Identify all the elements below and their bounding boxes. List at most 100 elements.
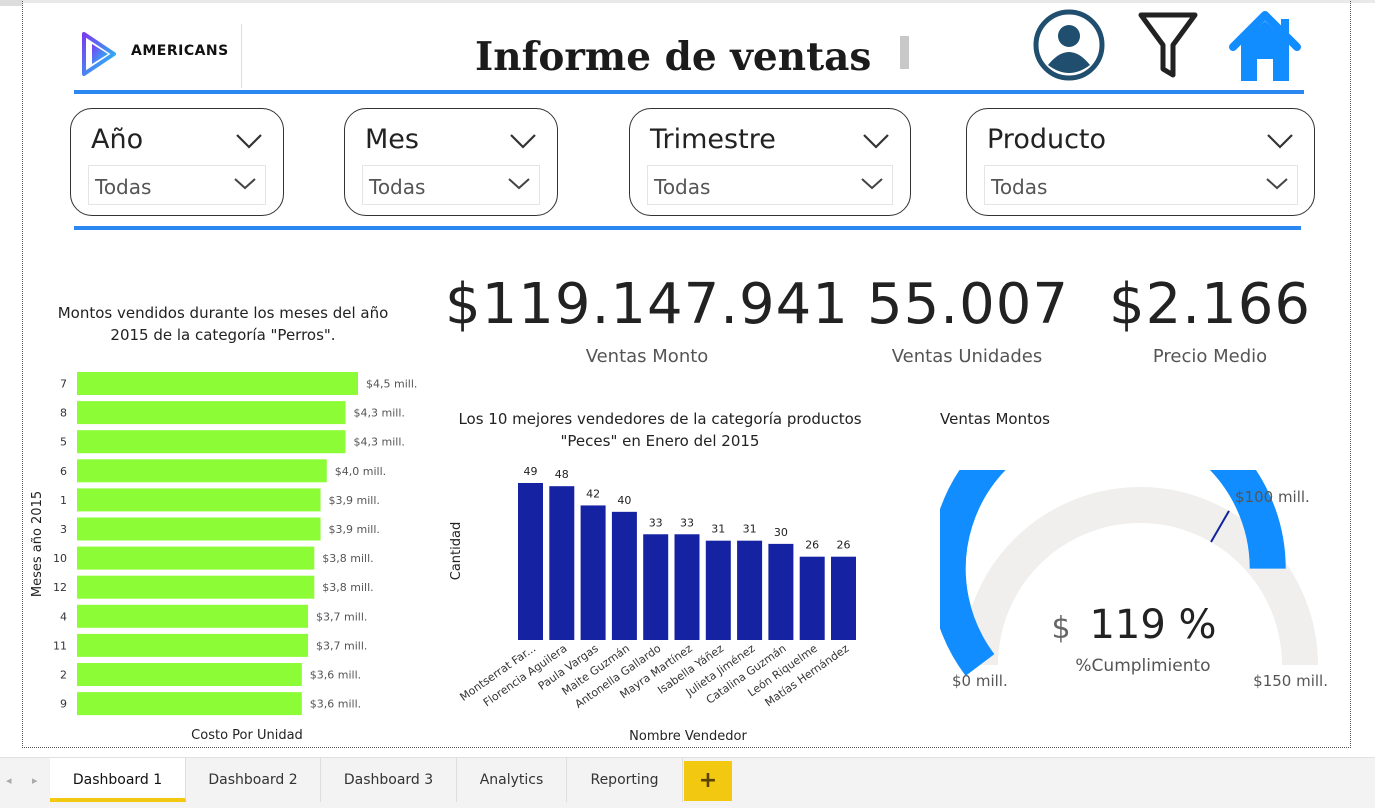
data-label: 31 <box>711 523 725 536</box>
chevron-down-icon[interactable] <box>862 133 890 149</box>
y-tick-label: 3 <box>60 523 67 536</box>
gauge-max-label: $150 mill. <box>1253 672 1328 690</box>
tab-dashboard-3[interactable]: Dashboard 3 <box>321 758 457 802</box>
kpi-precio-medio-value: $2.166 <box>1109 272 1311 337</box>
gauge-currency-prefix: $ <box>1051 611 1070 646</box>
slicer-title: Mes <box>365 124 419 155</box>
slicer-ano[interactable]: Año Todas <box>70 108 284 216</box>
header-divider <box>74 90 1304 94</box>
y-tick-label: 9 <box>60 698 67 711</box>
column[interactable] <box>518 483 543 640</box>
title-cursor <box>900 36 909 69</box>
slicer-dropdown[interactable]: Todas <box>88 165 266 205</box>
chart-perros-bar: Meses año 2015 Costo Por Unidad 7 $4,5 mi… <box>30 372 417 743</box>
bar[interactable] <box>77 401 346 425</box>
column[interactable] <box>643 534 669 640</box>
chevron-down-icon[interactable] <box>507 177 531 190</box>
data-label: $3,9 mill. <box>329 523 380 536</box>
y-tick-label: 6 <box>60 465 67 478</box>
data-label: $3,7 mill. <box>316 610 367 623</box>
data-label: $3,9 mill. <box>329 494 380 507</box>
data-label: $3,8 mill. <box>322 581 373 594</box>
column[interactable] <box>674 534 700 640</box>
slicer-title: Año <box>91 124 144 155</box>
bar[interactable] <box>77 633 309 657</box>
column[interactable] <box>799 556 825 640</box>
y-tick-label: 7 <box>60 378 67 391</box>
slicer-dropdown[interactable]: Todas <box>362 165 540 205</box>
data-label: $3,6 mill. <box>310 698 361 711</box>
chevron-down-icon[interactable] <box>1266 133 1294 149</box>
chevron-down-icon[interactable] <box>235 133 263 149</box>
slicer-divider <box>74 226 1301 230</box>
gauge-track <box>962 487 1318 666</box>
slicer-dropdown[interactable]: Todas <box>647 165 893 205</box>
data-label: 48 <box>555 468 569 481</box>
bar[interactable] <box>77 546 315 570</box>
column[interactable] <box>580 505 606 640</box>
slicer-title: Trimestre <box>650 124 776 155</box>
slicer-mes[interactable]: Mes Todas <box>344 108 558 216</box>
data-label: 26 <box>837 539 851 552</box>
home-icon[interactable] <box>1225 9 1305 83</box>
logo: AMERICANS <box>74 24 242 88</box>
user-icon[interactable] <box>1033 9 1105 81</box>
tab-scroll-right-icon[interactable]: ▸ <box>32 774 38 787</box>
chevron-down-icon[interactable] <box>1265 177 1289 190</box>
tab-dashboard-1[interactable]: Dashboard 1 <box>50 758 186 802</box>
page-title: Informe de ventas <box>475 34 872 80</box>
bar[interactable] <box>77 372 358 395</box>
slicer-producto[interactable]: Producto Todas <box>966 108 1315 216</box>
data-label: 49 <box>524 465 538 478</box>
slicer-value: Todas <box>369 175 426 199</box>
play-logo-icon <box>82 32 116 76</box>
slicer-value: Todas <box>654 175 711 199</box>
page-tab-bar: ◂ ▸ Dashboard 1 Dashboard 2 Dashboard 3 … <box>0 757 1375 808</box>
y-tick-label: 12 <box>53 581 67 594</box>
chevron-down-icon[interactable] <box>509 133 537 149</box>
data-label: 31 <box>743 523 757 536</box>
bar[interactable] <box>77 488 321 512</box>
data-label: $3,6 mill. <box>310 669 361 682</box>
tab-analytics[interactable]: Analytics <box>457 758 567 802</box>
column[interactable] <box>705 540 731 640</box>
bar[interactable] <box>77 459 327 483</box>
gauge-center-value: 119 % <box>1089 602 1216 648</box>
y-tick-label: 11 <box>53 639 67 652</box>
column[interactable] <box>768 543 794 640</box>
add-page-button[interactable]: + <box>684 761 732 801</box>
bar[interactable] <box>77 692 302 716</box>
bar[interactable] <box>77 575 315 599</box>
chart-peces-title: Los 10 mejores vendedores de la categorí… <box>458 410 862 450</box>
bar[interactable] <box>77 430 346 454</box>
tab-dashboard-2[interactable]: Dashboard 2 <box>186 758 321 802</box>
data-label: 33 <box>680 516 694 529</box>
slicer-dropdown[interactable]: Todas <box>984 165 1298 205</box>
tab-scroll-left-icon[interactable]: ◂ <box>6 774 12 787</box>
bar[interactable] <box>77 517 321 541</box>
bar[interactable] <box>77 604 309 628</box>
column[interactable] <box>611 511 637 640</box>
filter-icon[interactable] <box>1137 11 1199 81</box>
data-label: $4,3 mill. <box>354 407 405 420</box>
slicer-title: Producto <box>987 124 1107 155</box>
window-corner <box>0 0 22 6</box>
slicer-value: Todas <box>95 175 152 199</box>
chevron-down-icon[interactable] <box>860 177 884 190</box>
tab-reporting[interactable]: Reporting <box>567 758 683 802</box>
y-axis-label: Meses año 2015 <box>30 491 45 597</box>
data-label: 42 <box>586 487 600 500</box>
data-label: $4,3 mill. <box>354 436 405 449</box>
x-axis-label: Costo Por Unidad <box>191 728 303 743</box>
report-canvas <box>22 0 1351 748</box>
column[interactable] <box>737 540 763 640</box>
column[interactable] <box>549 486 575 640</box>
slicer-trimestre[interactable]: Trimestre Todas <box>629 108 911 216</box>
bar[interactable] <box>77 663 302 686</box>
chevron-down-icon[interactable] <box>233 177 257 190</box>
kpi-ventas-unidades-value: 55.007 <box>867 272 1069 337</box>
data-label: $4,0 mill. <box>335 465 386 478</box>
column[interactable] <box>831 556 856 640</box>
y-tick-label: 2 <box>60 669 67 682</box>
